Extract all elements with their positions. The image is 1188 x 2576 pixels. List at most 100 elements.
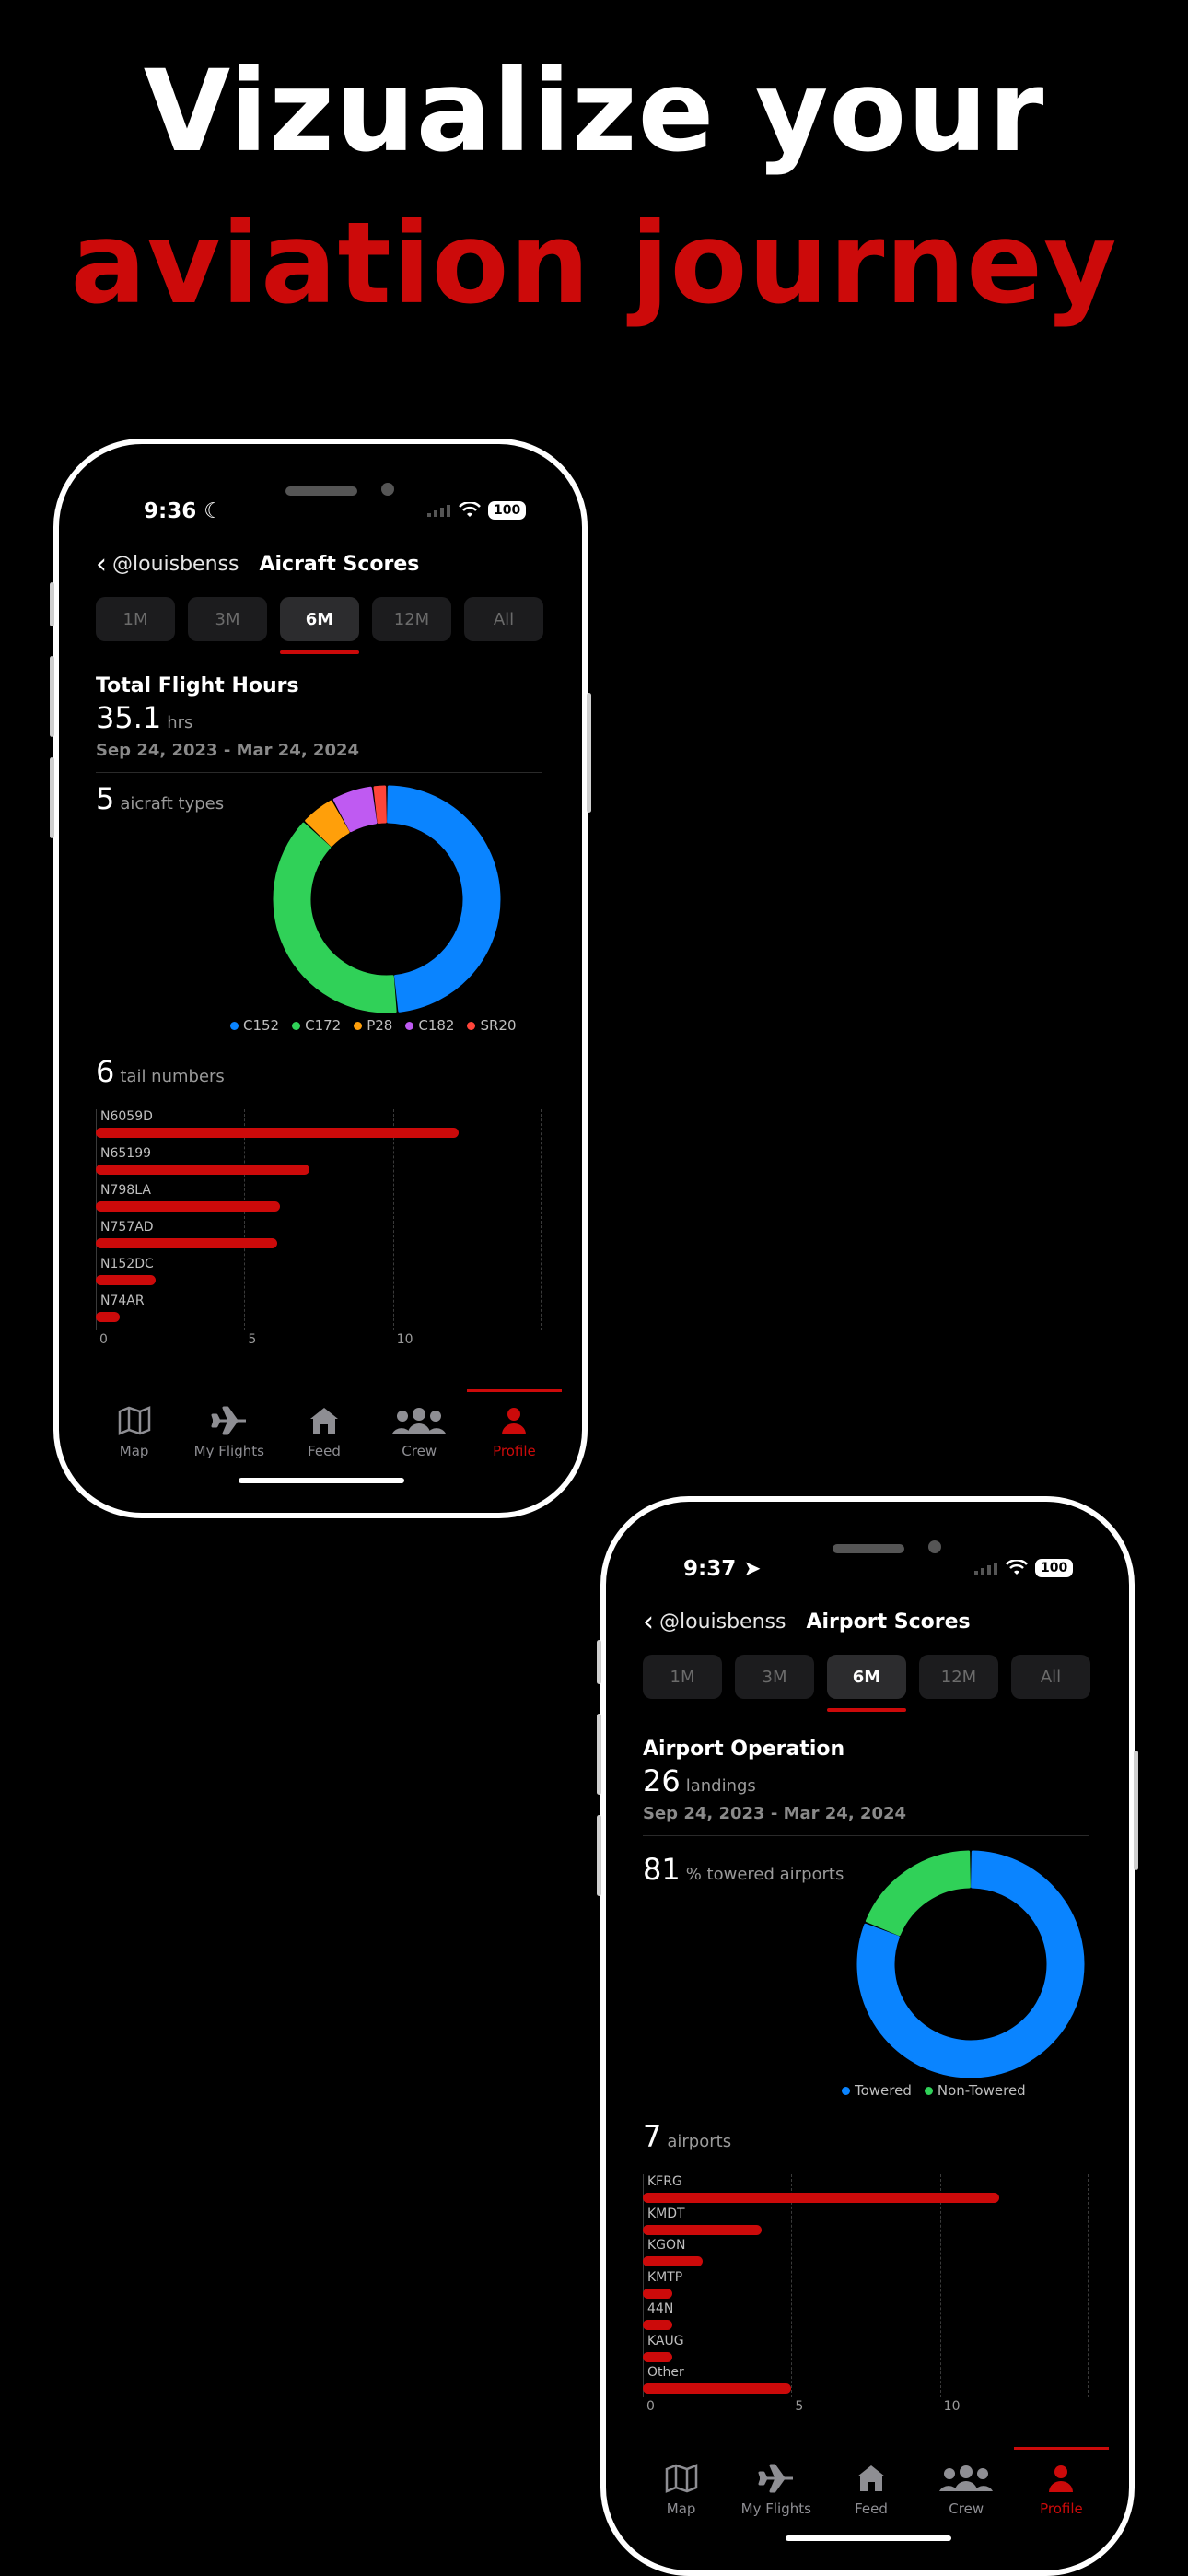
tab-all[interactable]: All — [464, 597, 543, 641]
bars-header: 6 tail numbers — [96, 1054, 225, 1089]
tab-bar: Map My Flights Feed Crew Profile — [634, 2447, 1110, 2517]
grid-line — [392, 1109, 394, 1330]
person-icon — [1046, 2460, 1076, 2497]
legend-dot — [467, 1021, 476, 1030]
aircraft-types-legend: C152 C172 P28 C182 SR20 — [230, 1017, 517, 1034]
tab-all[interactable]: All — [1011, 1655, 1090, 1699]
legend-item-towered: Towered — [842, 2082, 912, 2099]
tabbar-my-flights[interactable]: My Flights — [181, 1402, 276, 1459]
donut-slice-towered — [856, 1850, 1085, 2078]
bar-label-kmdt: KMDT — [647, 2206, 685, 2221]
tab-1m[interactable]: 1M — [643, 1655, 722, 1699]
bar-n757ad — [96, 1238, 277, 1248]
screen-title: Airport Scores — [806, 1610, 971, 1633]
legend-label: Non-Towered — [937, 2082, 1026, 2099]
wifi-icon — [459, 502, 481, 517]
legend-item-c152: C152 — [230, 1017, 279, 1034]
bar-kmdt — [643, 2224, 763, 2235]
bar-label-n757ad: N757AD — [100, 1220, 154, 1235]
towered-airports-donut-chart — [856, 1850, 1085, 2078]
legend-dot — [842, 2086, 850, 2095]
tabbar-my-flights[interactable]: My Flights — [728, 2460, 823, 2517]
tab-12m[interactable]: 12M — [372, 597, 451, 641]
tab-6m[interactable]: 6M — [827, 1655, 906, 1712]
back-chevron-icon[interactable]: ‹ — [643, 1605, 654, 1638]
back-handle-link[interactable]: @louisbenss — [112, 553, 239, 576]
tabbar-crew[interactable]: Crew — [372, 1402, 467, 1459]
grid-line — [939, 2174, 941, 2397]
phone-aircraft-scores: 9:36 ☾ 100 ‹ @louisbenss Aicraft Scores … — [50, 439, 591, 1518]
summary-title: Total Flight Hours — [96, 674, 299, 697]
legend-item-p28: P28 — [354, 1017, 392, 1034]
back-handle-link[interactable]: @louisbenss — [659, 1610, 786, 1633]
tabbar-profile[interactable]: Profile — [466, 1389, 563, 1459]
tabbar-feed[interactable]: Feed — [823, 2460, 918, 2517]
bar-label-n798la: N798LA — [100, 1183, 151, 1198]
tabbar-feed[interactable]: Feed — [276, 1402, 371, 1459]
status-time: 9:36 ☾ — [144, 499, 223, 523]
donut-slice-c172 — [273, 822, 397, 1013]
bar-kmtp — [643, 2288, 673, 2299]
battery-indicator: 100 — [488, 501, 527, 520]
battery-indicator: 100 — [1035, 1559, 1074, 1577]
legend-label: C152 — [243, 1017, 280, 1034]
signal-icon — [427, 505, 450, 517]
tabbar-map[interactable]: Map — [87, 1402, 181, 1459]
grid-line — [244, 1109, 246, 1330]
bar-label-n6059d: N6059D — [100, 1109, 153, 1124]
aircraft-types-donut-chart — [273, 785, 501, 1013]
bar-label-44n: 44N — [647, 2301, 674, 2316]
legend-item-non-towered: Non-Towered — [924, 2082, 1026, 2099]
location-arrow-icon: ➤ — [743, 1557, 762, 1581]
tabbar-map[interactable]: Map — [634, 2460, 728, 2517]
moon-icon: ☾ — [204, 499, 223, 523]
tab-12m[interactable]: 12M — [919, 1655, 998, 1699]
signal-icon — [974, 1563, 997, 1575]
date-range: Sep 24, 2023 - Mar 24, 2024 — [96, 741, 360, 760]
status-icons: 100 — [974, 1559, 1074, 1577]
donut-slice-c182 — [332, 786, 378, 833]
bar-n6059d — [96, 1128, 459, 1138]
towered-airports-legend: Towered Non-Towered — [842, 2082, 1026, 2099]
bar-kfrg — [643, 2193, 1000, 2203]
home-indicator — [786, 2535, 951, 2541]
x-tick-label: 10 — [396, 1332, 413, 1347]
legend-label: Towered — [855, 2082, 912, 2099]
bar-n74ar — [96, 1312, 120, 1322]
wifi-icon — [1006, 1560, 1028, 1575]
tail-numbers-bar-chart: 0 5 10 N6059D N65199 N798LA N757AD N152DC N74AR — [96, 1109, 542, 1358]
tab-3m[interactable]: 3M — [188, 597, 267, 641]
airports-bar-chart: 0 5 10 KFRG KMDT KGON KMTP 44N KAUG Other — [643, 2174, 1089, 2441]
legend-label: P28 — [367, 1017, 393, 1034]
bar-label-n65199: N65199 — [100, 1146, 152, 1161]
tab-6m[interactable]: 6M — [280, 597, 359, 654]
status-time: 9:37 ➤ — [683, 1557, 762, 1581]
bar-label-kmtp: KMTP — [647, 2269, 683, 2285]
back-chevron-icon[interactable]: ‹ — [96, 547, 107, 580]
bar-44n — [643, 2320, 673, 2330]
bar-n65199 — [96, 1165, 310, 1175]
legend-dot — [230, 1021, 239, 1030]
tab-1m[interactable]: 1M — [96, 597, 175, 641]
tabbar-profile[interactable]: Profile — [1013, 2447, 1110, 2517]
bar-label-n152dc: N152DC — [100, 1257, 154, 1271]
x-tick-label: 10 — [943, 2398, 961, 2414]
phone-airport-scores: 9:37 ➤ 100 ‹ @louisbenss Airport Scores … — [597, 1496, 1138, 2576]
headline-line2: aviation journey — [70, 198, 1118, 329]
bar-label-other: Other — [647, 2365, 684, 2380]
status-icons: 100 — [427, 501, 527, 520]
tabbar-crew[interactable]: Crew — [919, 2460, 1014, 2517]
date-range: Sep 24, 2023 - Mar 24, 2024 — [643, 1804, 907, 1823]
tab-bar: Map My Flights Feed Crew Profile — [87, 1389, 563, 1459]
legend-item-c172: C172 — [292, 1017, 341, 1034]
legend-label: SR20 — [480, 1017, 517, 1034]
summary-value: 35.1 hrs — [96, 700, 193, 735]
bar-label-kaug: KAUG — [647, 2333, 684, 2348]
donut-slice-p28 — [305, 800, 350, 847]
legend-dot — [292, 1021, 301, 1030]
grid-line — [1088, 2174, 1089, 2397]
map-icon — [665, 2460, 698, 2497]
summary-title: Airport Operation — [643, 1738, 845, 1761]
tab-3m[interactable]: 3M — [735, 1655, 814, 1699]
x-tick-label: 0 — [646, 2398, 655, 2414]
